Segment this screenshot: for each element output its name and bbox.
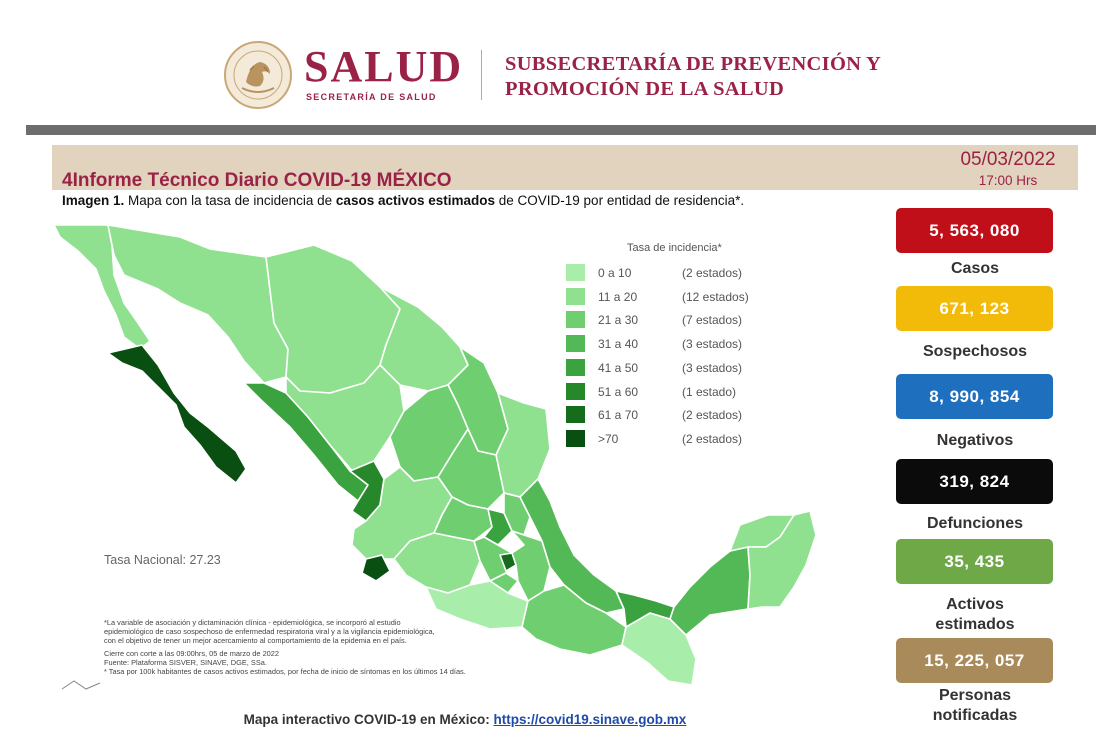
stat-casos-value: 5, 563, 080 xyxy=(896,208,1053,253)
caption-lead: Imagen 1. xyxy=(62,193,125,208)
stat-activos-label-line-1: Activos xyxy=(946,596,1004,613)
scale-bar-icon xyxy=(61,680,101,690)
state-colima[interactable] xyxy=(361,554,391,582)
stat-casos-label: Casos xyxy=(950,260,1000,277)
legend-item: 61 a 70 (2 estados) xyxy=(566,406,766,424)
legend-item: 41 a 50 (3 estados) xyxy=(566,358,766,377)
stat-negativos-value: 8, 990, 854 xyxy=(896,374,1053,419)
legend-item: 0 a 10 (2 estados) xyxy=(566,264,766,282)
map-link[interactable]: https://covid19.sinave.gob.mx xyxy=(493,712,687,727)
legend-swatch xyxy=(566,406,585,424)
brand-secretaria: SECRETARÍA DE SALUD xyxy=(306,92,437,102)
image-caption: Imagen 1. Mapa con la tasa de incidencia… xyxy=(62,193,744,209)
subsecretaria-line-1: SUBSECRETARÍA DE PREVENCIÓN Y xyxy=(505,53,882,75)
stat-personas-label-line-2: notificadas xyxy=(932,707,1018,724)
note-line: Cierre con corte a las 09:00hrs, 05 de m… xyxy=(104,649,280,658)
note-line: *La variable de asociación y dictaminaci… xyxy=(104,618,401,627)
legend-range: 31 a 40 xyxy=(598,337,639,352)
note-line: epidemiológico de caso sospechoso de enf… xyxy=(104,627,435,636)
legend-count: (3 estados) xyxy=(682,337,743,352)
legend-item: 11 a 20 (12 estados) xyxy=(566,287,766,306)
state-coahuila[interactable] xyxy=(379,286,469,392)
footer: Mapa interactivo COVID-19 en México: htt… xyxy=(0,712,930,727)
stat-personas-label-line-1: Personas xyxy=(938,687,1012,704)
subsecretaria-line-2: PROMOCIÓN DE LA SALUD xyxy=(505,78,785,100)
stat-defunciones-label: Defunciones xyxy=(926,515,1023,532)
note-line: con el objetivo de tener un mejor acerca… xyxy=(104,636,407,645)
legend-range: 0 a 10 xyxy=(598,266,632,280)
report-title: 4Informe Técnico Diario COVID-19 MÉXICO xyxy=(62,170,452,191)
state-tamaulipas[interactable] xyxy=(495,392,551,498)
legend-count: (1 estado) xyxy=(682,384,737,399)
caption-bold: casos activos estimados xyxy=(335,193,496,208)
stat-defunciones-value: 319, 824 xyxy=(896,459,1053,504)
legend-swatch xyxy=(566,264,585,281)
footnotes: *La variable de asociación y dictaminaci… xyxy=(104,618,534,676)
legend-swatch xyxy=(566,382,585,400)
legend-range: 11 a 20 xyxy=(598,289,638,304)
legend-title: Tasa de incidencia* xyxy=(627,242,722,254)
note-line: * Tasa por 100k habitantes de casos acti… xyxy=(104,667,466,676)
legend-swatch xyxy=(566,287,585,305)
legend-count: (2 estados) xyxy=(682,431,743,446)
stat-sospechosos-label: Sospechosos xyxy=(922,343,1028,360)
report-date: 05/03/2022 xyxy=(960,149,1056,170)
legend-swatch xyxy=(566,358,585,376)
header-separator-bar xyxy=(26,125,1096,135)
note-line: Fuente: Plataforma SISVER, SINAVE, DGE, … xyxy=(104,658,267,667)
state-baja-california-sur[interactable] xyxy=(107,344,247,484)
legend-swatch xyxy=(566,429,585,447)
header-divider xyxy=(481,50,482,100)
legend-count: (12 estados) xyxy=(682,289,749,304)
legend-range: >70 xyxy=(598,431,619,446)
caption-text-1: Mapa con la tasa de incidencia de xyxy=(124,193,336,208)
subsecretaria-title: SUBSECRETARÍA DE PREVENCIÓN Y PROMOCIÓN … xyxy=(505,52,881,102)
stat-personas-label: Personas notificadas xyxy=(866,686,1084,726)
state-campeche[interactable] xyxy=(669,546,751,636)
footer-label: Mapa interactivo COVID-19 en México: xyxy=(243,712,490,727)
caption-text-2: de COVID-19 por entidad de residencia*. xyxy=(495,193,745,208)
legend-item: 21 a 30 (7 estados) xyxy=(566,311,766,329)
mexico-seal-logo xyxy=(224,41,292,109)
state-sonora[interactable] xyxy=(107,224,289,384)
legend-item: >70 (2 estados) xyxy=(566,429,766,448)
brand-salud: SALUD xyxy=(304,42,464,91)
mexico-incidence-map xyxy=(53,224,817,690)
legend-range: 61 a 70 xyxy=(598,408,639,423)
stat-activos-label-line-2: estimados xyxy=(935,616,1015,633)
stat-activos-label: Activos estimados xyxy=(866,595,1084,635)
legend-count: (3 estados) xyxy=(682,360,743,375)
title-band xyxy=(52,145,1078,190)
stat-personas-value: 15, 225, 057 xyxy=(896,638,1053,683)
report-time: 17:00 Hrs xyxy=(978,173,1038,188)
state-quintana-roo[interactable] xyxy=(747,510,817,610)
legend-swatch xyxy=(566,335,585,353)
legend-range: 51 a 60 xyxy=(598,384,639,399)
stat-negativos-label: Negativos xyxy=(936,432,1014,449)
national-rate: Tasa Nacional: 27.23 xyxy=(104,553,221,567)
legend-range: 41 a 50 xyxy=(598,360,639,375)
legend-range: 21 a 30 xyxy=(598,313,639,328)
stat-sospechosos-value: 671, 123 xyxy=(896,286,1053,331)
stat-activos-value: 35, 435 xyxy=(896,539,1053,584)
legend-count: (2 estados) xyxy=(682,408,743,423)
legend-item: 51 a 60 (1 estado) xyxy=(566,382,766,401)
legend-swatch xyxy=(566,311,585,329)
legend-count: (7 estados) xyxy=(682,313,743,328)
legend-item: 31 a 40 (3 estados) xyxy=(566,335,766,353)
legend-count: (2 estados) xyxy=(682,266,743,280)
